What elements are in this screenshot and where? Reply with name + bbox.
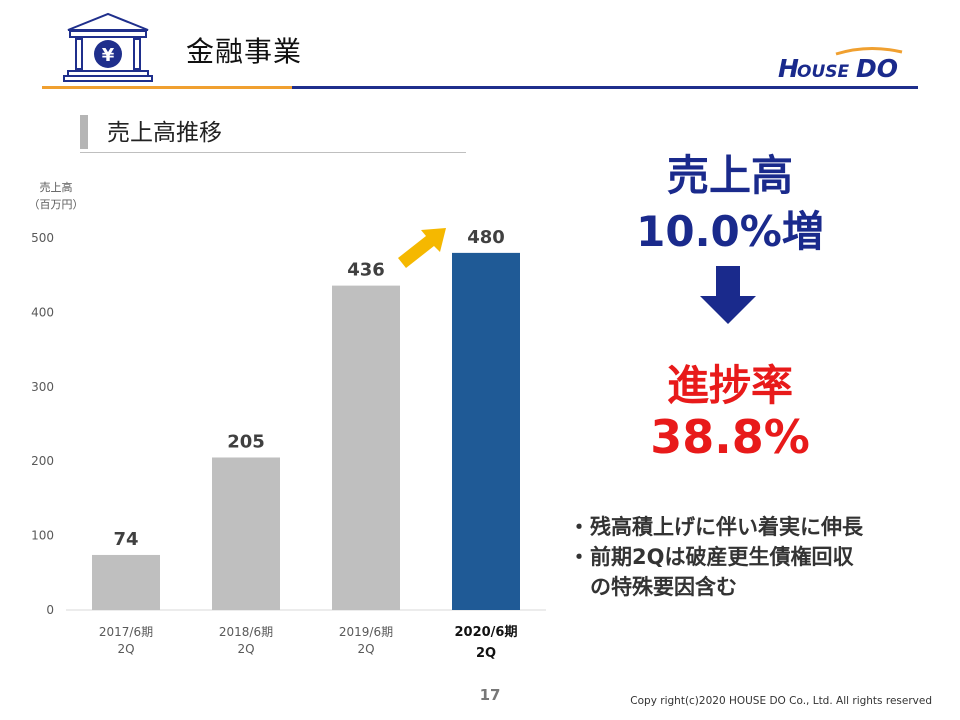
x-category-sublabel: 2Q <box>117 642 134 656</box>
notes-list: ・ 残高積上げに伴い着実に伸長 ・ 前期2Qは破産更生債権回収 の特殊要因含む <box>568 512 948 602</box>
header-rule-orange <box>42 86 292 89</box>
note-text: の特殊要因含む <box>590 575 737 599</box>
x-category-sublabel: 2Q <box>357 642 374 656</box>
svg-text:¥: ¥ <box>102 45 115 66</box>
copyright-text: Copy right(c)2020 HOUSE DO Co., Ltd. All… <box>630 695 932 707</box>
company-logo: H OUSE DO <box>776 46 908 83</box>
note-item: ・ 前期2Qは破産更生債権回収 <box>568 542 948 572</box>
y-tick-label: 0 <box>46 603 54 617</box>
kpi-value: 10.0%増 <box>636 207 824 256</box>
data-labels: 74 205 436 480 <box>113 227 504 550</box>
data-label-2: 205 <box>227 431 265 452</box>
note-text: 残高積上げに伴い着実に伸長 <box>590 515 863 539</box>
growth-arrow-icon <box>398 228 446 268</box>
bar-series <box>92 252 520 610</box>
bar-3 <box>332 285 400 610</box>
x-category-sublabel: 2Q <box>476 646 496 661</box>
bar-4 <box>452 252 520 610</box>
progress-label: 進捗率 <box>666 361 793 410</box>
bar-1 <box>92 554 160 610</box>
note-bullet: ・ <box>568 515 590 539</box>
x-axis-categories: 2017/6期 2Q 2018/6期 2Q 2019/6期 2Q 2020/6期 2Q <box>99 625 518 661</box>
note-bullet <box>568 572 590 602</box>
y-tick-label: 300 <box>31 380 54 394</box>
svg-text:H: H <box>778 54 799 82</box>
y-axis-label-line2: （百万円） <box>29 198 84 211</box>
svg-text:DO: DO <box>856 54 898 82</box>
data-label-1: 74 <box>113 529 138 550</box>
y-tick-label: 500 <box>31 231 54 245</box>
page-title: 金融事業 <box>186 35 303 68</box>
note-item: の特殊要因含む <box>568 572 948 602</box>
y-axis-label-line1: 売上高 <box>40 180 73 194</box>
page-number: 17 <box>479 686 501 704</box>
y-tick-label: 100 <box>31 529 54 543</box>
x-category-label: 2019/6期 <box>339 625 393 639</box>
note-text: 前期2Qは破産更生債権回収 <box>590 545 854 569</box>
down-arrow-icon <box>700 266 756 326</box>
header-rule-navy <box>292 86 918 89</box>
bank-yen-icon: ¥ <box>60 10 156 82</box>
y-axis-ticks: 0 100 200 300 400 500 <box>31 231 54 617</box>
note-item: ・ 残高積上げに伴い着実に伸長 <box>568 512 948 542</box>
progress-value: 38.8% <box>650 410 810 464</box>
data-label-3: 436 <box>347 260 385 281</box>
kpi-label: 売上高 <box>666 151 793 200</box>
x-category-label: 2018/6期 <box>219 625 273 639</box>
y-tick-label: 400 <box>31 305 54 319</box>
data-label-4: 480 <box>467 227 505 248</box>
section-underline <box>80 152 466 153</box>
svg-text:OUSE: OUSE <box>797 62 849 82</box>
revenue-bar-chart: 売上高 （百万円） 0 100 200 300 400 500 74 205 436 480 2… <box>29 180 546 661</box>
y-tick-label: 200 <box>31 454 54 468</box>
note-bullet: ・ <box>568 545 590 569</box>
x-category-label: 2017/6期 <box>99 625 153 639</box>
x-category-sublabel: 2Q <box>237 642 254 656</box>
section-marker <box>80 115 88 149</box>
section-title: 売上高推移 <box>107 120 222 146</box>
bar-2 <box>212 457 280 610</box>
x-category-label: 2020/6期 <box>455 625 518 640</box>
